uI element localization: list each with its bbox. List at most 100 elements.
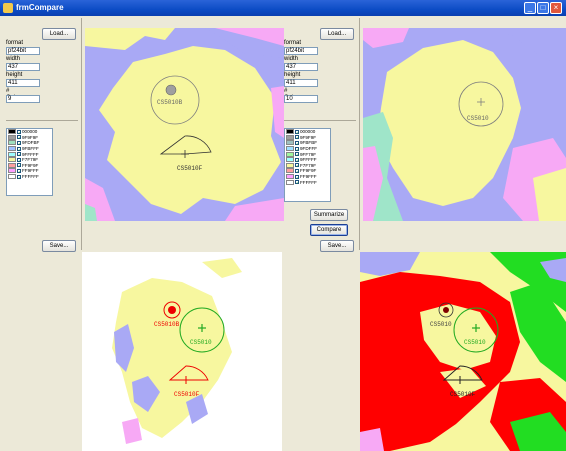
right-legend-checkbox[interactable]: ✓	[295, 157, 300, 163]
right-legend-checkbox[interactable]: ✓	[295, 129, 300, 135]
left-separator	[6, 120, 78, 121]
right-legend-swatch	[286, 140, 294, 146]
right-width-label: width	[284, 56, 299, 62]
left-format-label: format	[6, 40, 24, 46]
right-legend-item[interactable]: ✓ 9FDFFF	[285, 146, 330, 152]
right-separator	[284, 120, 356, 121]
right-legend-checkbox[interactable]: ✓	[295, 146, 300, 152]
left-legend-checkbox[interactable]: ✓	[17, 146, 22, 152]
map-bottom-right-svg: CS5010 CS5010 CS5010F	[360, 252, 566, 451]
left-legend-item[interactable]: ✓ 9FDFBF	[7, 140, 52, 146]
right-load-button[interactable]: Load...	[320, 28, 354, 40]
right-legend-checkbox[interactable]: ✓	[295, 168, 300, 174]
left-legend-hex-label: 9F9F9F	[22, 134, 39, 140]
right-legend-item[interactable]: ✓ 000000	[285, 129, 330, 135]
left-legend-item[interactable]: ✓ 9F9F9F	[7, 134, 52, 141]
left-legend-item[interactable]: ✓ 000000	[7, 129, 52, 135]
left-legend-checkbox[interactable]: ✓	[17, 140, 22, 146]
right-legend-item[interactable]: ✓ 9F9F9F	[285, 134, 330, 141]
left-legend-checkbox[interactable]: ✓	[17, 168, 22, 174]
left-save-button[interactable]: Save...	[42, 240, 76, 252]
left-legend-item[interactable]: ✓ 9FFFFF	[7, 151, 52, 157]
map-bottom-left-label-1: CS5010B	[154, 321, 180, 328]
left-load-button[interactable]: Load...	[42, 28, 76, 40]
right-legend-checkbox[interactable]: ✓	[295, 152, 300, 158]
left-legend-hex-label: 9FBFFF	[22, 146, 39, 152]
right-legend-hex-label: FF9FFF	[300, 174, 317, 180]
map-bottom-left-label-3: CS5010F	[174, 391, 200, 398]
right-legend-hex-label: 9F9F9F	[300, 134, 317, 140]
right-legend-hex-label: 000000	[300, 129, 316, 135]
left-color-legend[interactable]: ✓ 000000 ✓ 9F9F9F ✓ 9FDFBF ✓ 9FBFFF ✓ 9FFFFF ✓ F7F7…	[6, 128, 53, 196]
right-save-button[interactable]: Save...	[320, 240, 354, 252]
maximize-button[interactable]: □	[537, 2, 549, 14]
compare-button[interactable]: Compare	[310, 224, 348, 236]
right-legend-checkbox[interactable]: ✓	[295, 140, 300, 146]
minimize-button[interactable]: _	[524, 2, 536, 14]
right-legend-checkbox[interactable]: ✓	[295, 163, 300, 169]
left-legend-item[interactable]: ✓ F7F79F	[7, 157, 52, 163]
right-width-field[interactable]: 437	[284, 63, 318, 71]
right-legend-swatch	[286, 151, 294, 157]
map-top-left-svg: CS5010B CS5010F	[85, 28, 284, 221]
map-top-right-label-1: CS5010	[467, 115, 489, 122]
summarize-button[interactable]: Summarize	[310, 209, 348, 221]
left-legend-checkbox[interactable]: ✓	[17, 174, 22, 180]
map-bottom-left-label-2: CS5010	[190, 339, 212, 346]
right-legend-swatch	[286, 157, 294, 163]
right-legend-hex-label: F7F79F	[300, 162, 317, 168]
right-legend-checkbox[interactable]: ✓	[295, 180, 300, 186]
left-legend-checkbox[interactable]: ✓	[17, 157, 22, 163]
left-legend-hex-label: FF9FFF	[22, 168, 39, 174]
right-colours-field[interactable]: 10	[284, 95, 318, 103]
left-width-field[interactable]: 437	[6, 63, 40, 71]
right-map-frame-divider	[359, 18, 360, 250]
right-legend-item[interactable]: ✓ FFFFFF	[285, 179, 330, 185]
left-height-label: height	[6, 72, 23, 78]
right-legend-item[interactable]: ✓ FF9FFF	[285, 174, 330, 180]
right-legend-item[interactable]: ✓ 9FFFFF	[285, 157, 330, 163]
map-bottom-right[interactable]: CS5010 CS5010 CS5010F	[360, 252, 566, 451]
left-legend-swatch	[8, 168, 16, 174]
map-bottom-left[interactable]: CS5010B CS5010 CS5010F	[82, 252, 282, 451]
map-top-left-label-1: CS5010B	[157, 99, 183, 106]
right-legend-swatch	[286, 179, 294, 185]
left-legend-hex-label: FFFFFF	[22, 174, 39, 180]
left-legend-item[interactable]: ✓ 9FBFFF	[7, 146, 52, 152]
left-legend-item[interactable]: ✓ FFFFFF	[7, 174, 52, 180]
left-legend-hex-label: F7F79F	[22, 157, 39, 163]
right-legend-checkbox[interactable]: ✓	[295, 135, 300, 141]
left-legend-hex-label: 9FDFBF	[22, 140, 40, 146]
right-legend-checkbox[interactable]: ✓	[295, 174, 300, 180]
right-format-field[interactable]: pf24bit	[284, 47, 318, 55]
right-legend-item[interactable]: ✓ 9FBFBF	[285, 140, 330, 146]
right-legend-item[interactable]: ✓ 9FF79F	[285, 151, 330, 157]
map-top-right[interactable]: CS5010	[363, 28, 566, 221]
right-legend-hex-label: FF9F9F	[300, 168, 317, 174]
left-colours-field[interactable]: 9	[6, 95, 40, 103]
left-legend-swatch	[8, 162, 16, 168]
right-legend-hex-label: 9FBFBF	[300, 140, 318, 146]
left-legend-item[interactable]: ✓ FF9FFF	[7, 168, 52, 174]
left-legend-checkbox[interactable]: ✓	[17, 163, 22, 169]
left-legend-hex-label: FF9F9F	[22, 162, 39, 168]
left-legend-swatch	[8, 129, 16, 135]
close-button[interactable]: ×	[550, 2, 562, 14]
left-format-field[interactable]: pf24bit	[6, 47, 40, 55]
map-top-left[interactable]: CS5010B CS5010F	[85, 28, 284, 221]
right-height-field[interactable]: 411	[284, 79, 318, 87]
left-legend-checkbox[interactable]: ✓	[17, 129, 22, 135]
left-legend-item[interactable]: ✓ FF9F9F	[7, 162, 52, 169]
right-legend-item[interactable]: ✓ F7F79F	[285, 162, 330, 169]
right-legend-swatch	[286, 129, 294, 135]
right-legend-hex-label: 9FDFFF	[300, 146, 318, 152]
right-legend-item[interactable]: ✓ FF9F9F	[285, 168, 330, 174]
right-legend-hex-label: 9FFFFF	[300, 157, 317, 163]
left-legend-checkbox[interactable]: ✓	[17, 152, 22, 158]
right-color-legend[interactable]: ✓ 000000 ✓ 9F9F9F ✓ 9FBFBF ✓ 9FDFFF ✓ 9FF79F ✓ 9FFF…	[284, 128, 331, 202]
left-legend-checkbox[interactable]: ✓	[17, 135, 22, 141]
title-bar[interactable]: frmCompare _ □ ×	[0, 0, 566, 16]
left-height-field[interactable]: 411	[6, 79, 40, 87]
left-legend-swatch	[8, 146, 16, 152]
right-legend-swatch	[286, 146, 294, 152]
